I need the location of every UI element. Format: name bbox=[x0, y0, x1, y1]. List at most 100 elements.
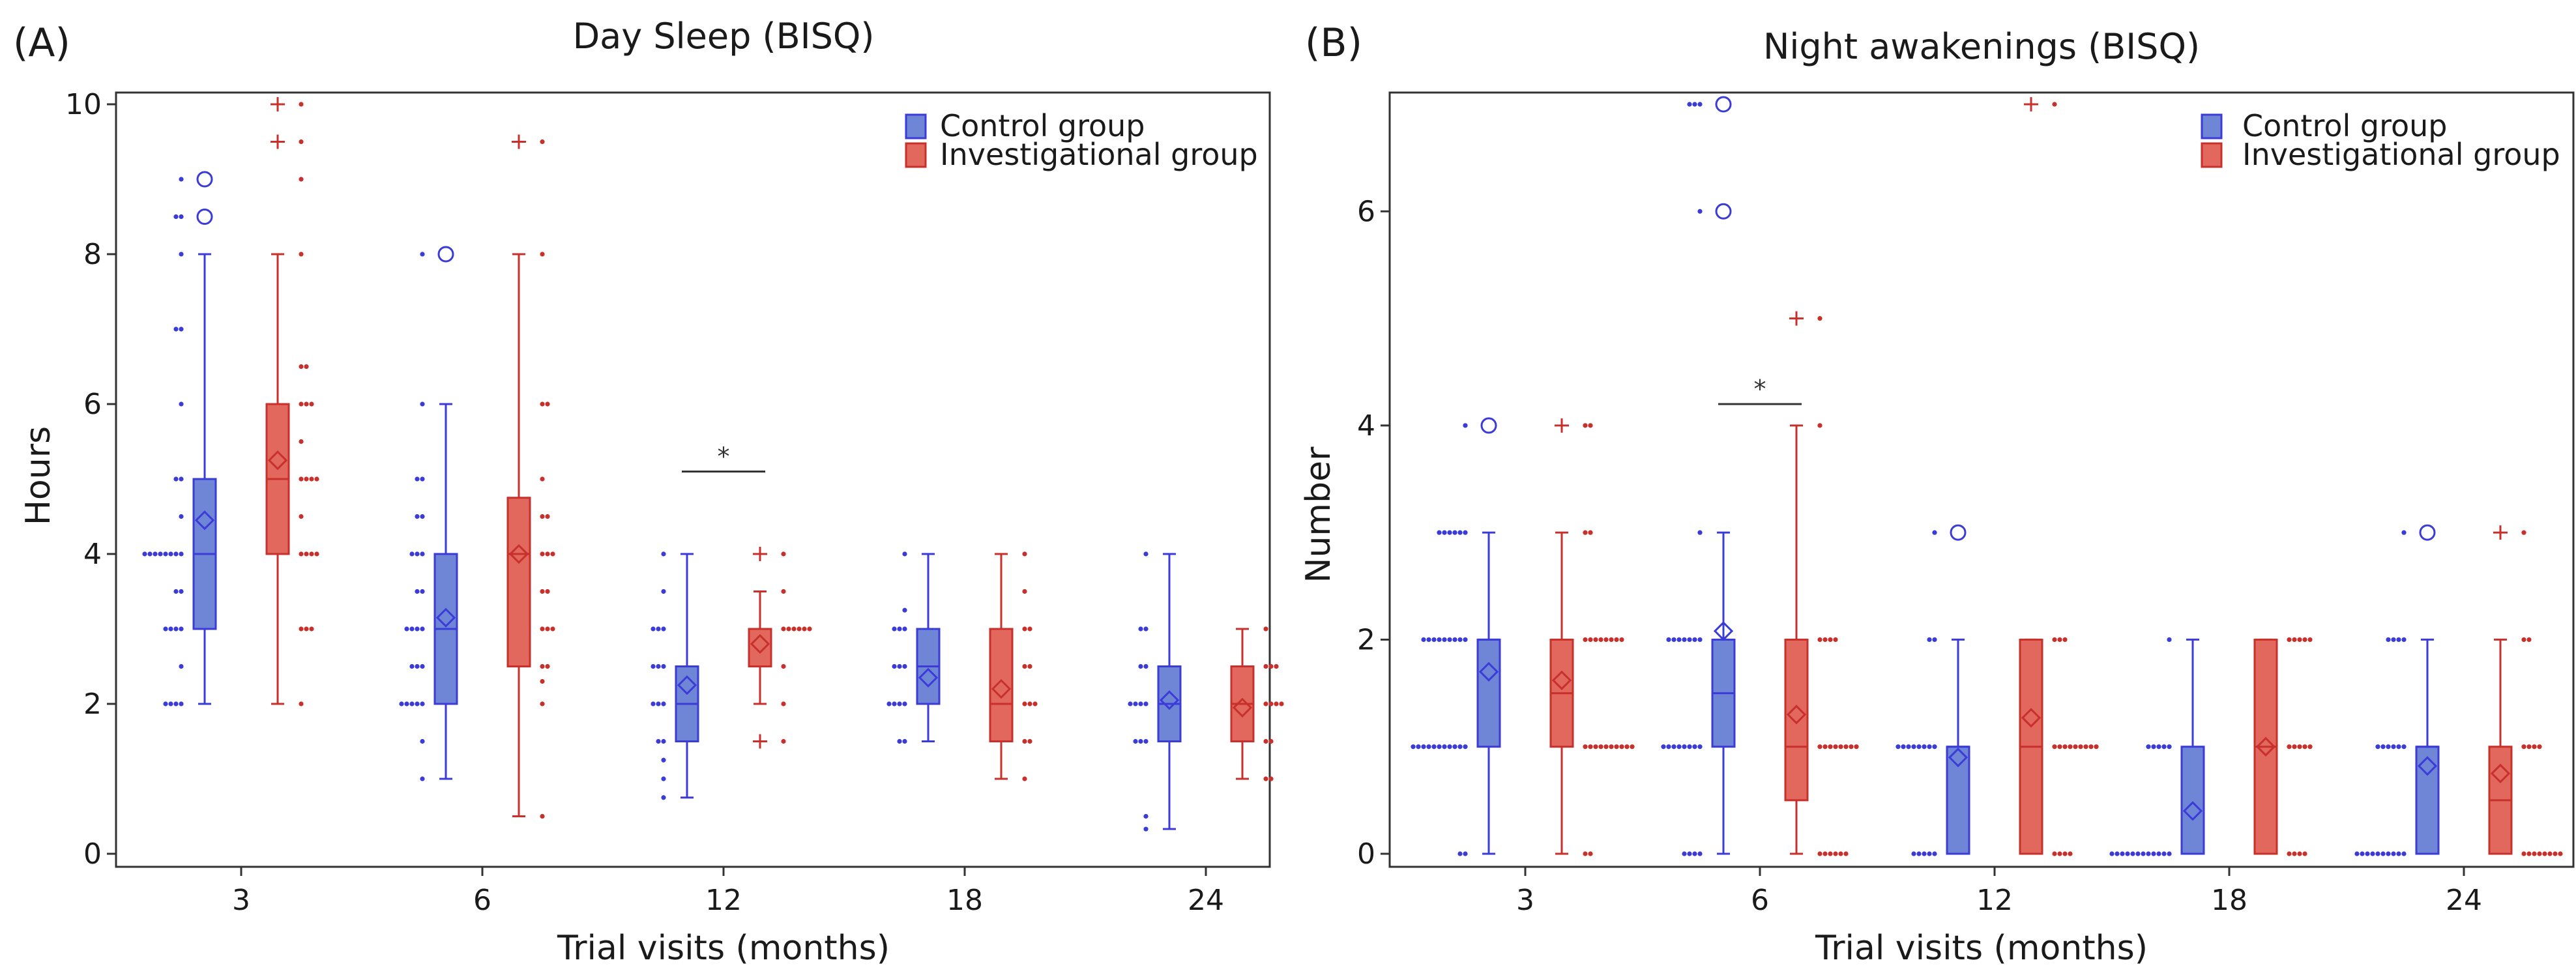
data-point bbox=[2297, 637, 2302, 643]
data-point bbox=[409, 626, 415, 632]
data-point bbox=[299, 439, 304, 444]
data-point bbox=[1138, 626, 1143, 632]
data-point bbox=[1022, 738, 1027, 744]
data-point bbox=[2396, 851, 2401, 856]
data-point bbox=[420, 738, 425, 744]
data-point bbox=[299, 701, 304, 706]
plot-frame bbox=[1388, 91, 2575, 868]
box bbox=[1946, 746, 1970, 855]
y-tick-label: 8 bbox=[83, 238, 102, 271]
data-point bbox=[1437, 744, 1442, 749]
data-point bbox=[420, 626, 425, 632]
outlier-marker bbox=[271, 134, 285, 149]
mean-marker bbox=[1478, 662, 1499, 682]
data-point bbox=[179, 327, 184, 332]
data-point bbox=[797, 626, 802, 632]
mean-marker bbox=[2021, 708, 2042, 728]
data-point bbox=[2167, 744, 2172, 749]
data-point bbox=[1697, 102, 1703, 107]
data-point bbox=[1614, 744, 1619, 749]
data-point bbox=[2068, 851, 2073, 856]
data-point bbox=[897, 701, 902, 706]
data-point bbox=[179, 663, 184, 669]
data-point bbox=[2532, 744, 2537, 749]
data-point bbox=[902, 626, 907, 632]
data-point bbox=[1817, 315, 1822, 321]
data-point bbox=[299, 401, 304, 407]
data-point bbox=[2161, 744, 2167, 749]
data-point bbox=[661, 589, 666, 594]
data-point bbox=[1452, 637, 1457, 643]
data-point bbox=[168, 701, 173, 706]
data-point bbox=[1431, 744, 1437, 749]
data-point bbox=[651, 701, 656, 706]
outlier-marker bbox=[753, 547, 767, 561]
data-point bbox=[1697, 637, 1703, 643]
data-point bbox=[540, 701, 545, 706]
data-point bbox=[1927, 637, 1932, 643]
mean-marker bbox=[1159, 690, 1180, 710]
data-point bbox=[1843, 744, 1849, 749]
data-point bbox=[163, 626, 168, 632]
data-point bbox=[1583, 851, 1588, 856]
data-point bbox=[540, 401, 545, 407]
data-point bbox=[2109, 851, 2115, 856]
data-point bbox=[163, 551, 168, 557]
data-point bbox=[807, 626, 812, 632]
mean-marker bbox=[918, 667, 939, 688]
data-point bbox=[158, 551, 163, 557]
data-point bbox=[415, 551, 420, 557]
data-point bbox=[1416, 744, 1421, 749]
data-point bbox=[1666, 637, 1671, 643]
data-point bbox=[1442, 744, 1447, 749]
panel-a-xlabel: Trial visits (months) bbox=[557, 929, 890, 968]
y-tick-label: 2 bbox=[1357, 623, 1375, 656]
y-tick-label: 2 bbox=[83, 688, 102, 721]
data-point bbox=[1927, 851, 1932, 856]
data-point bbox=[1583, 637, 1588, 643]
data-point bbox=[304, 626, 309, 632]
data-point bbox=[168, 551, 173, 557]
panel-b: (B) Night awakenings (BISQ) Trial visits… bbox=[1299, 20, 2575, 968]
data-point bbox=[1452, 744, 1457, 749]
data-point bbox=[2052, 851, 2057, 856]
data-point bbox=[415, 701, 420, 706]
data-point bbox=[173, 701, 179, 706]
data-point bbox=[781, 663, 786, 669]
y-tick-label: 4 bbox=[83, 538, 102, 571]
data-point bbox=[1922, 851, 1927, 856]
box bbox=[1476, 638, 1501, 748]
data-point bbox=[2526, 851, 2532, 856]
data-point bbox=[2062, 851, 2068, 856]
x-tick-label: 18 bbox=[946, 884, 983, 917]
data-point bbox=[545, 626, 550, 632]
data-point bbox=[168, 626, 173, 632]
data-point bbox=[309, 476, 314, 482]
data-point bbox=[304, 476, 309, 482]
data-point bbox=[2401, 637, 2407, 643]
data-point bbox=[1022, 589, 1027, 594]
data-point bbox=[1828, 851, 1833, 856]
data-point bbox=[2532, 851, 2537, 856]
data-point bbox=[2391, 637, 2396, 643]
x-tick-label: 12 bbox=[705, 884, 742, 917]
data-point bbox=[1838, 744, 1843, 749]
outlier-marker bbox=[271, 97, 285, 111]
data-point bbox=[2156, 744, 2161, 749]
data-point bbox=[661, 551, 666, 557]
data-point bbox=[897, 626, 902, 632]
data-point bbox=[2292, 637, 2297, 643]
data-point bbox=[420, 551, 425, 557]
data-point bbox=[1817, 637, 1822, 643]
outlier-marker bbox=[512, 134, 526, 149]
data-point bbox=[1138, 738, 1143, 744]
data-point bbox=[1911, 851, 1916, 856]
data-point bbox=[2302, 744, 2307, 749]
y-tick-label: 0 bbox=[1357, 837, 1375, 871]
data-point bbox=[309, 626, 314, 632]
data-point bbox=[1583, 744, 1588, 749]
data-point bbox=[173, 589, 179, 594]
data-point bbox=[540, 252, 545, 257]
mean-marker bbox=[267, 450, 288, 471]
data-point bbox=[1687, 637, 1692, 643]
